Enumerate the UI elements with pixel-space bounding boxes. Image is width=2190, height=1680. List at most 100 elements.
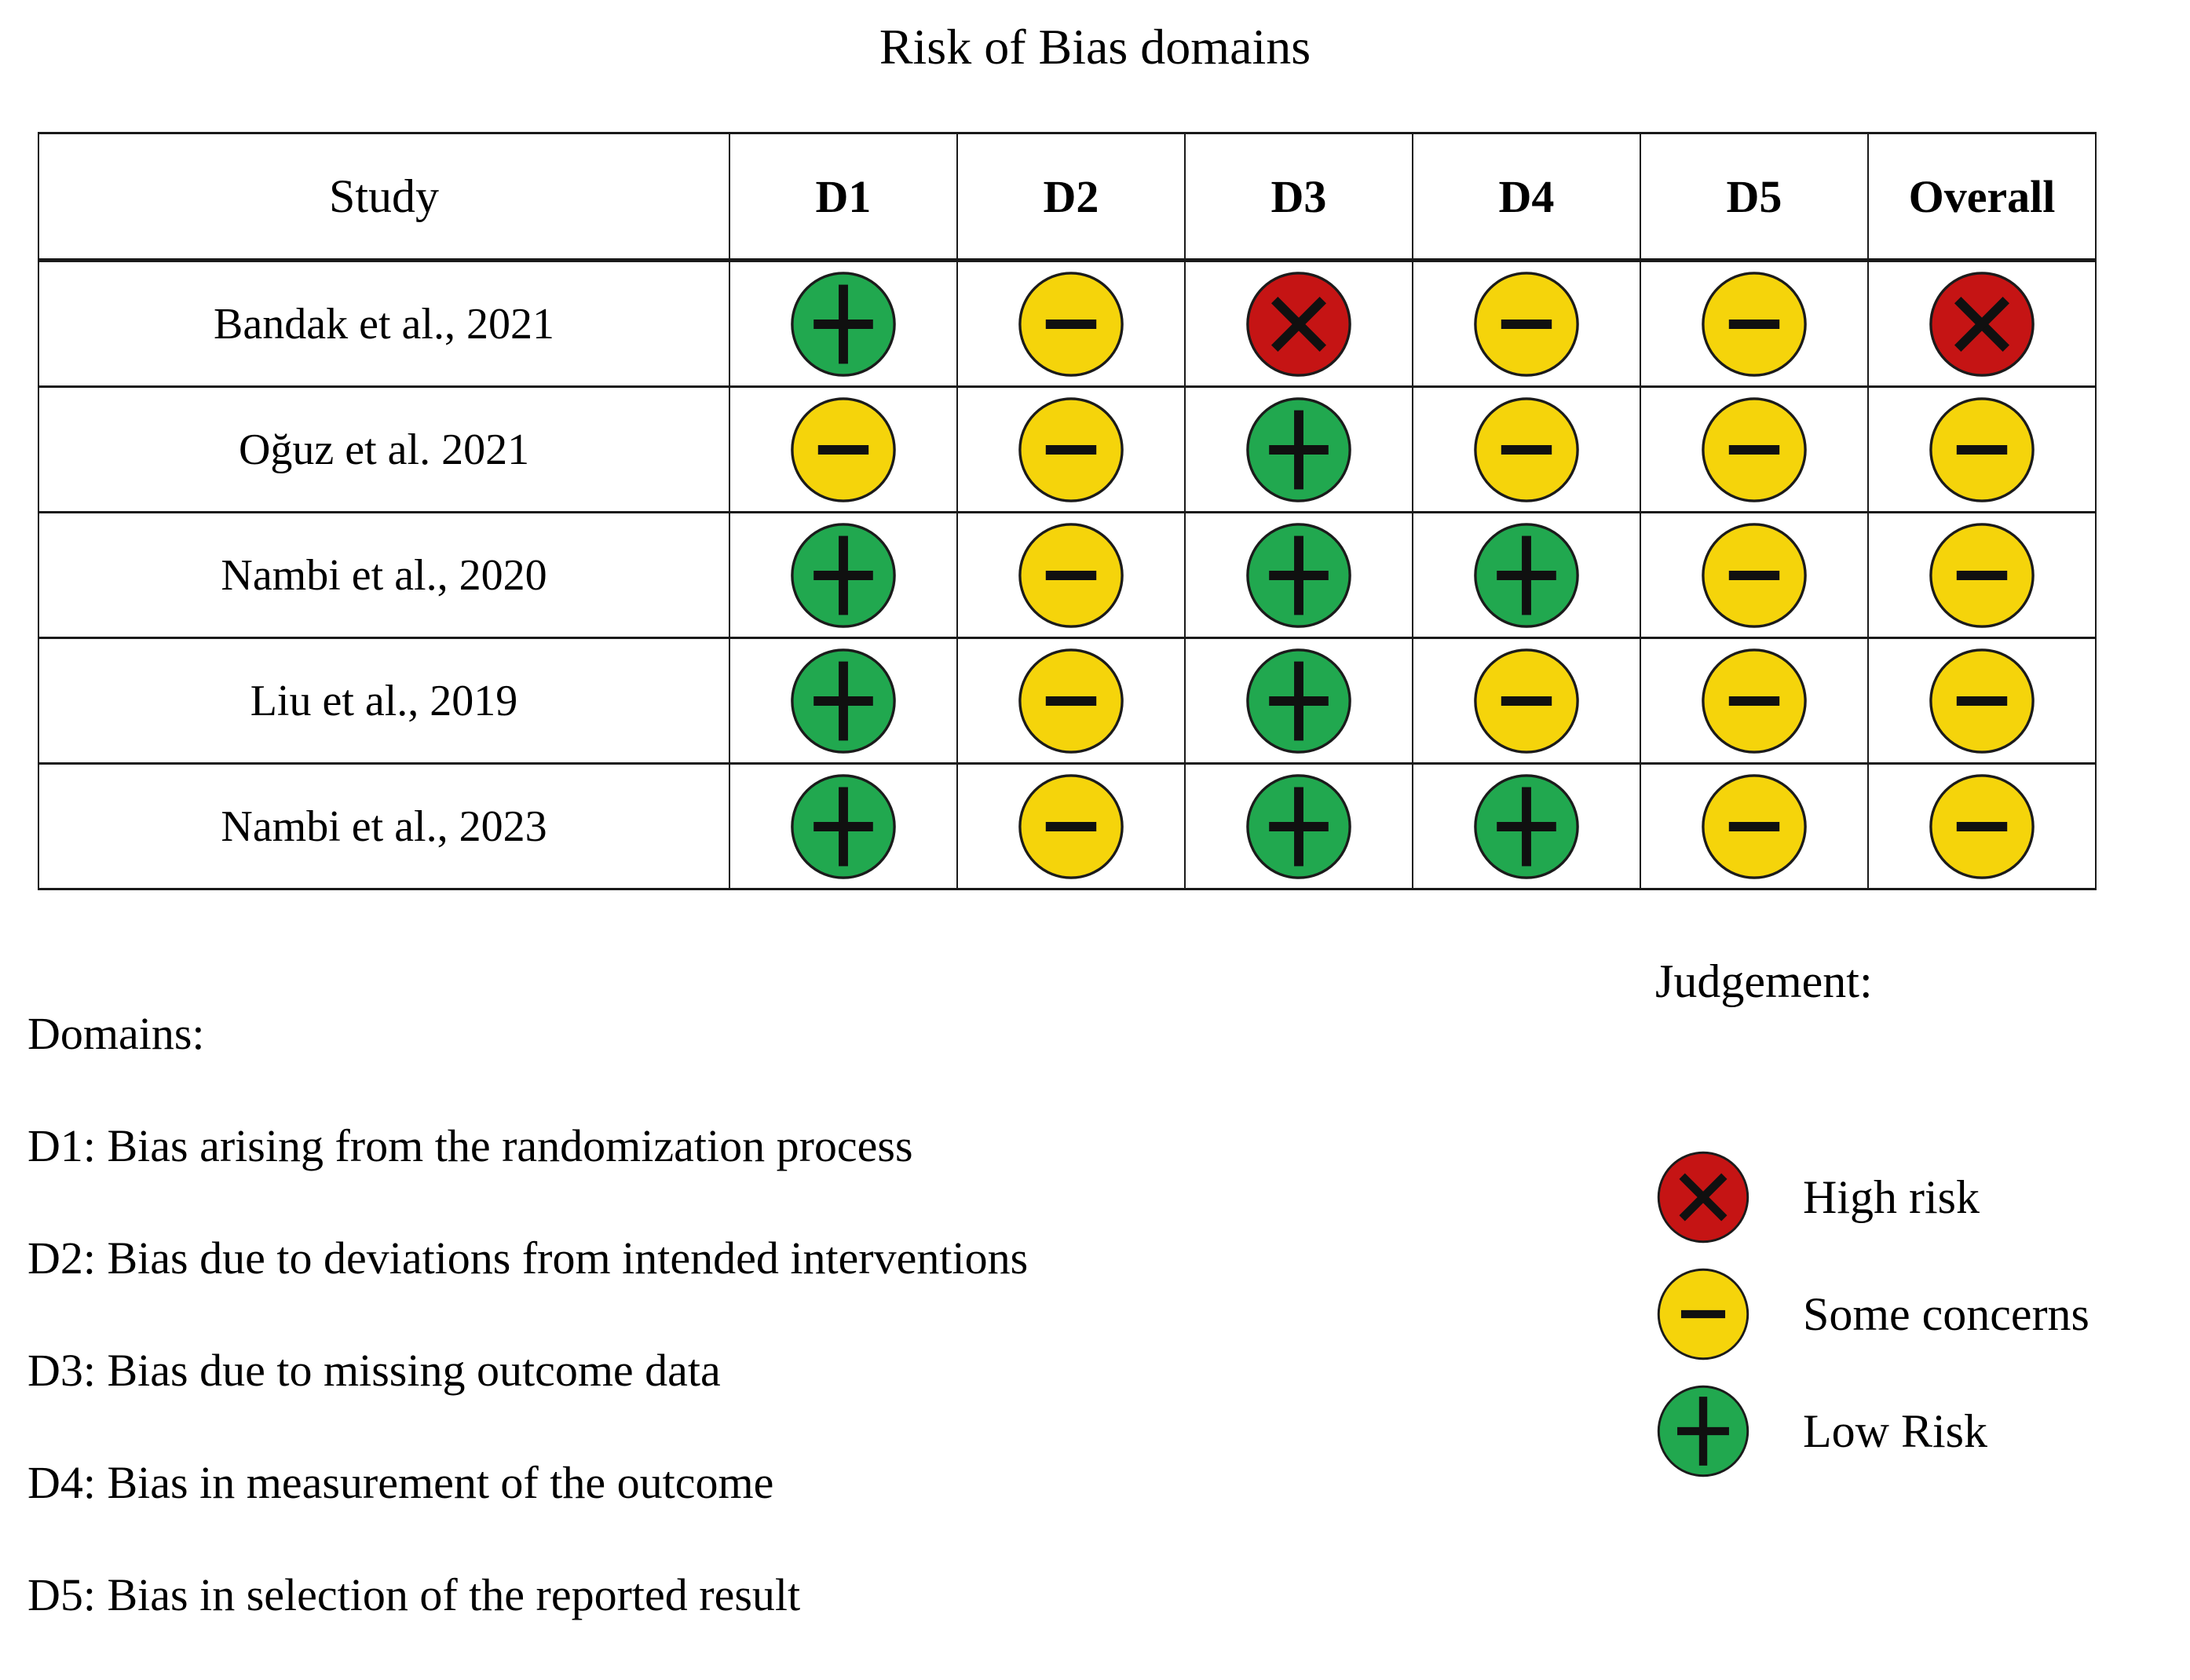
judgement-cell-some <box>1412 259 1641 388</box>
figure-title: Risk of Bias domains <box>879 19 1311 75</box>
domain-column-header: D4 <box>1412 132 1641 262</box>
low-risk-icon <box>791 773 896 879</box>
domain-column-header: D5 <box>1640 132 1869 262</box>
legend-heading: Judgement: <box>1655 955 1873 1007</box>
some-risk-icon <box>1018 396 1124 502</box>
judgement-cell-some <box>1412 385 1641 513</box>
domain-column-header: D2 <box>956 132 1186 262</box>
judgement-cell-low <box>729 637 958 765</box>
judgement-cell-some <box>1640 259 1869 388</box>
some-risk-icon <box>1702 271 1807 377</box>
judgement-cell-some <box>956 259 1186 388</box>
judgement-cell-some <box>1640 511 1869 639</box>
some-risk-icon <box>1929 773 2035 879</box>
figure-page: { "chart_data": { "type": "table", "titl… <box>0 19 2190 1636</box>
table-row: Nambi et al., 2020 <box>38 511 2097 639</box>
risk-of-bias-table: Study D1 D2 D3 D4 D5 Overall Bandak et al., 20… <box>38 132 2097 890</box>
some-risk-icon <box>1702 522 1807 628</box>
some-risk-icon <box>1929 396 2035 502</box>
study-name: Nambi et al., 2023 <box>38 762 730 890</box>
low-risk-icon <box>791 522 896 628</box>
judgement-cell-some <box>1640 637 1869 765</box>
judgement-cell-low <box>729 511 958 639</box>
judgement-cell-high <box>1184 259 1413 388</box>
judgement-cell-some <box>729 385 958 513</box>
table-row: Oğuz et al. 2021 <box>38 385 2097 513</box>
domain-definitions: D1: Bias arising from the randomization … <box>27 1119 1028 1623</box>
low-risk-icon <box>1246 522 1351 628</box>
low-risk-icon <box>791 271 896 377</box>
some-risk-icon <box>1018 648 1124 754</box>
some-risk-icon <box>1929 522 2035 628</box>
low-risk-icon <box>1474 773 1579 879</box>
legend-item-some: Some concerns <box>1655 1266 2089 1362</box>
legend-label: Some concerns <box>1803 1287 2089 1340</box>
judgement-cell-some <box>1640 385 1869 513</box>
study-name: Oğuz et al. 2021 <box>38 385 730 513</box>
table-row: Bandak et al., 2021 <box>38 259 2097 388</box>
judgement-cell-low <box>1412 762 1641 890</box>
low-risk-legend-icon <box>1657 1385 1749 1477</box>
judgement-cell-low <box>1184 637 1413 765</box>
judgement-cell-low <box>729 762 958 890</box>
some-risk-icon <box>1474 648 1579 754</box>
domain-definition: D4: Bias in measurement of the outcome <box>27 1457 774 1508</box>
some-risk-icon <box>1702 396 1807 502</box>
judgement-cell-low <box>729 259 958 388</box>
study-name: Nambi et al., 2020 <box>38 511 730 639</box>
some-risk-icon <box>1018 522 1124 628</box>
domain-definition: D3: Bias due to missing outcome data <box>27 1345 721 1396</box>
some-risk-icon <box>1018 271 1124 377</box>
legend-label: High risk <box>1803 1171 1980 1223</box>
some-risk-icon <box>1474 271 1579 377</box>
domain-column-header: D3 <box>1184 132 1413 262</box>
some-risk-legend-icon <box>1657 1268 1749 1360</box>
domain-definition: D1: Bias arising from the randomization … <box>27 1120 913 1171</box>
judgement-cell-some <box>956 385 1186 513</box>
domains-heading: Domains: <box>27 1008 205 1059</box>
domain-definition: D5: Bias in selection of the reported re… <box>27 1569 801 1620</box>
low-risk-icon <box>1246 396 1351 502</box>
legend-item-low: Low Risk <box>1655 1383 2089 1479</box>
study-name: Bandak et al., 2021 <box>38 259 730 388</box>
high-risk-icon <box>1929 271 2035 377</box>
legend-label: Low Risk <box>1803 1404 1988 1457</box>
judgement-cell-some <box>1867 385 2097 513</box>
study-column-header: Study <box>38 132 730 262</box>
some-risk-icon <box>1702 773 1807 879</box>
judgement-cell-low <box>1184 511 1413 639</box>
low-risk-icon <box>1474 522 1579 628</box>
domain-column-header: Overall <box>1867 132 2097 262</box>
judgement-cell-high <box>1867 259 2097 388</box>
table-body: Bandak et al., 2021 Oğuz et al. 2021 Nambi… <box>38 259 2097 890</box>
judgement-cell-some <box>956 511 1186 639</box>
domain-column-header: D1 <box>729 132 958 262</box>
high-risk-legend-icon <box>1657 1151 1749 1244</box>
table-header-row: Study D1 D2 D3 D4 D5 Overall <box>38 132 2097 262</box>
judgement-cell-some <box>1867 762 2097 890</box>
some-risk-icon <box>1929 648 2035 754</box>
low-risk-icon <box>1246 773 1351 879</box>
table-head: Study D1 D2 D3 D4 D5 Overall <box>38 132 2097 262</box>
legend-item-high: High risk <box>1655 1149 2089 1245</box>
judgement-cell-some <box>1412 637 1641 765</box>
judgement-cell-some <box>956 762 1186 890</box>
judgement-cell-some <box>1640 762 1869 890</box>
high-risk-icon <box>1246 271 1351 377</box>
footer-section: Domains: D1: Bias arising from the rando… <box>0 890 2190 1636</box>
study-name: Liu et al., 2019 <box>38 637 730 765</box>
low-risk-icon <box>1246 648 1351 754</box>
domains-block: Domains: D1: Bias arising from the rando… <box>27 1006 1028 1680</box>
some-risk-icon <box>1702 648 1807 754</box>
some-risk-icon <box>791 396 896 502</box>
low-risk-icon <box>791 648 896 754</box>
table-row: Nambi et al., 2023 <box>38 762 2097 890</box>
judgement-cell-some <box>1867 511 2097 639</box>
judgement-cell-low <box>1184 762 1413 890</box>
judgement-cell-low <box>1412 511 1641 639</box>
legend-items: High risk Some concerns Low Risk <box>1655 1149 2089 1479</box>
judgement-cell-low <box>1184 385 1413 513</box>
table-row: Liu et al., 2019 <box>38 637 2097 765</box>
legend-block: Judgement: High risk Some concerns Low Ris… <box>1655 953 2089 1479</box>
some-risk-icon <box>1018 773 1124 879</box>
